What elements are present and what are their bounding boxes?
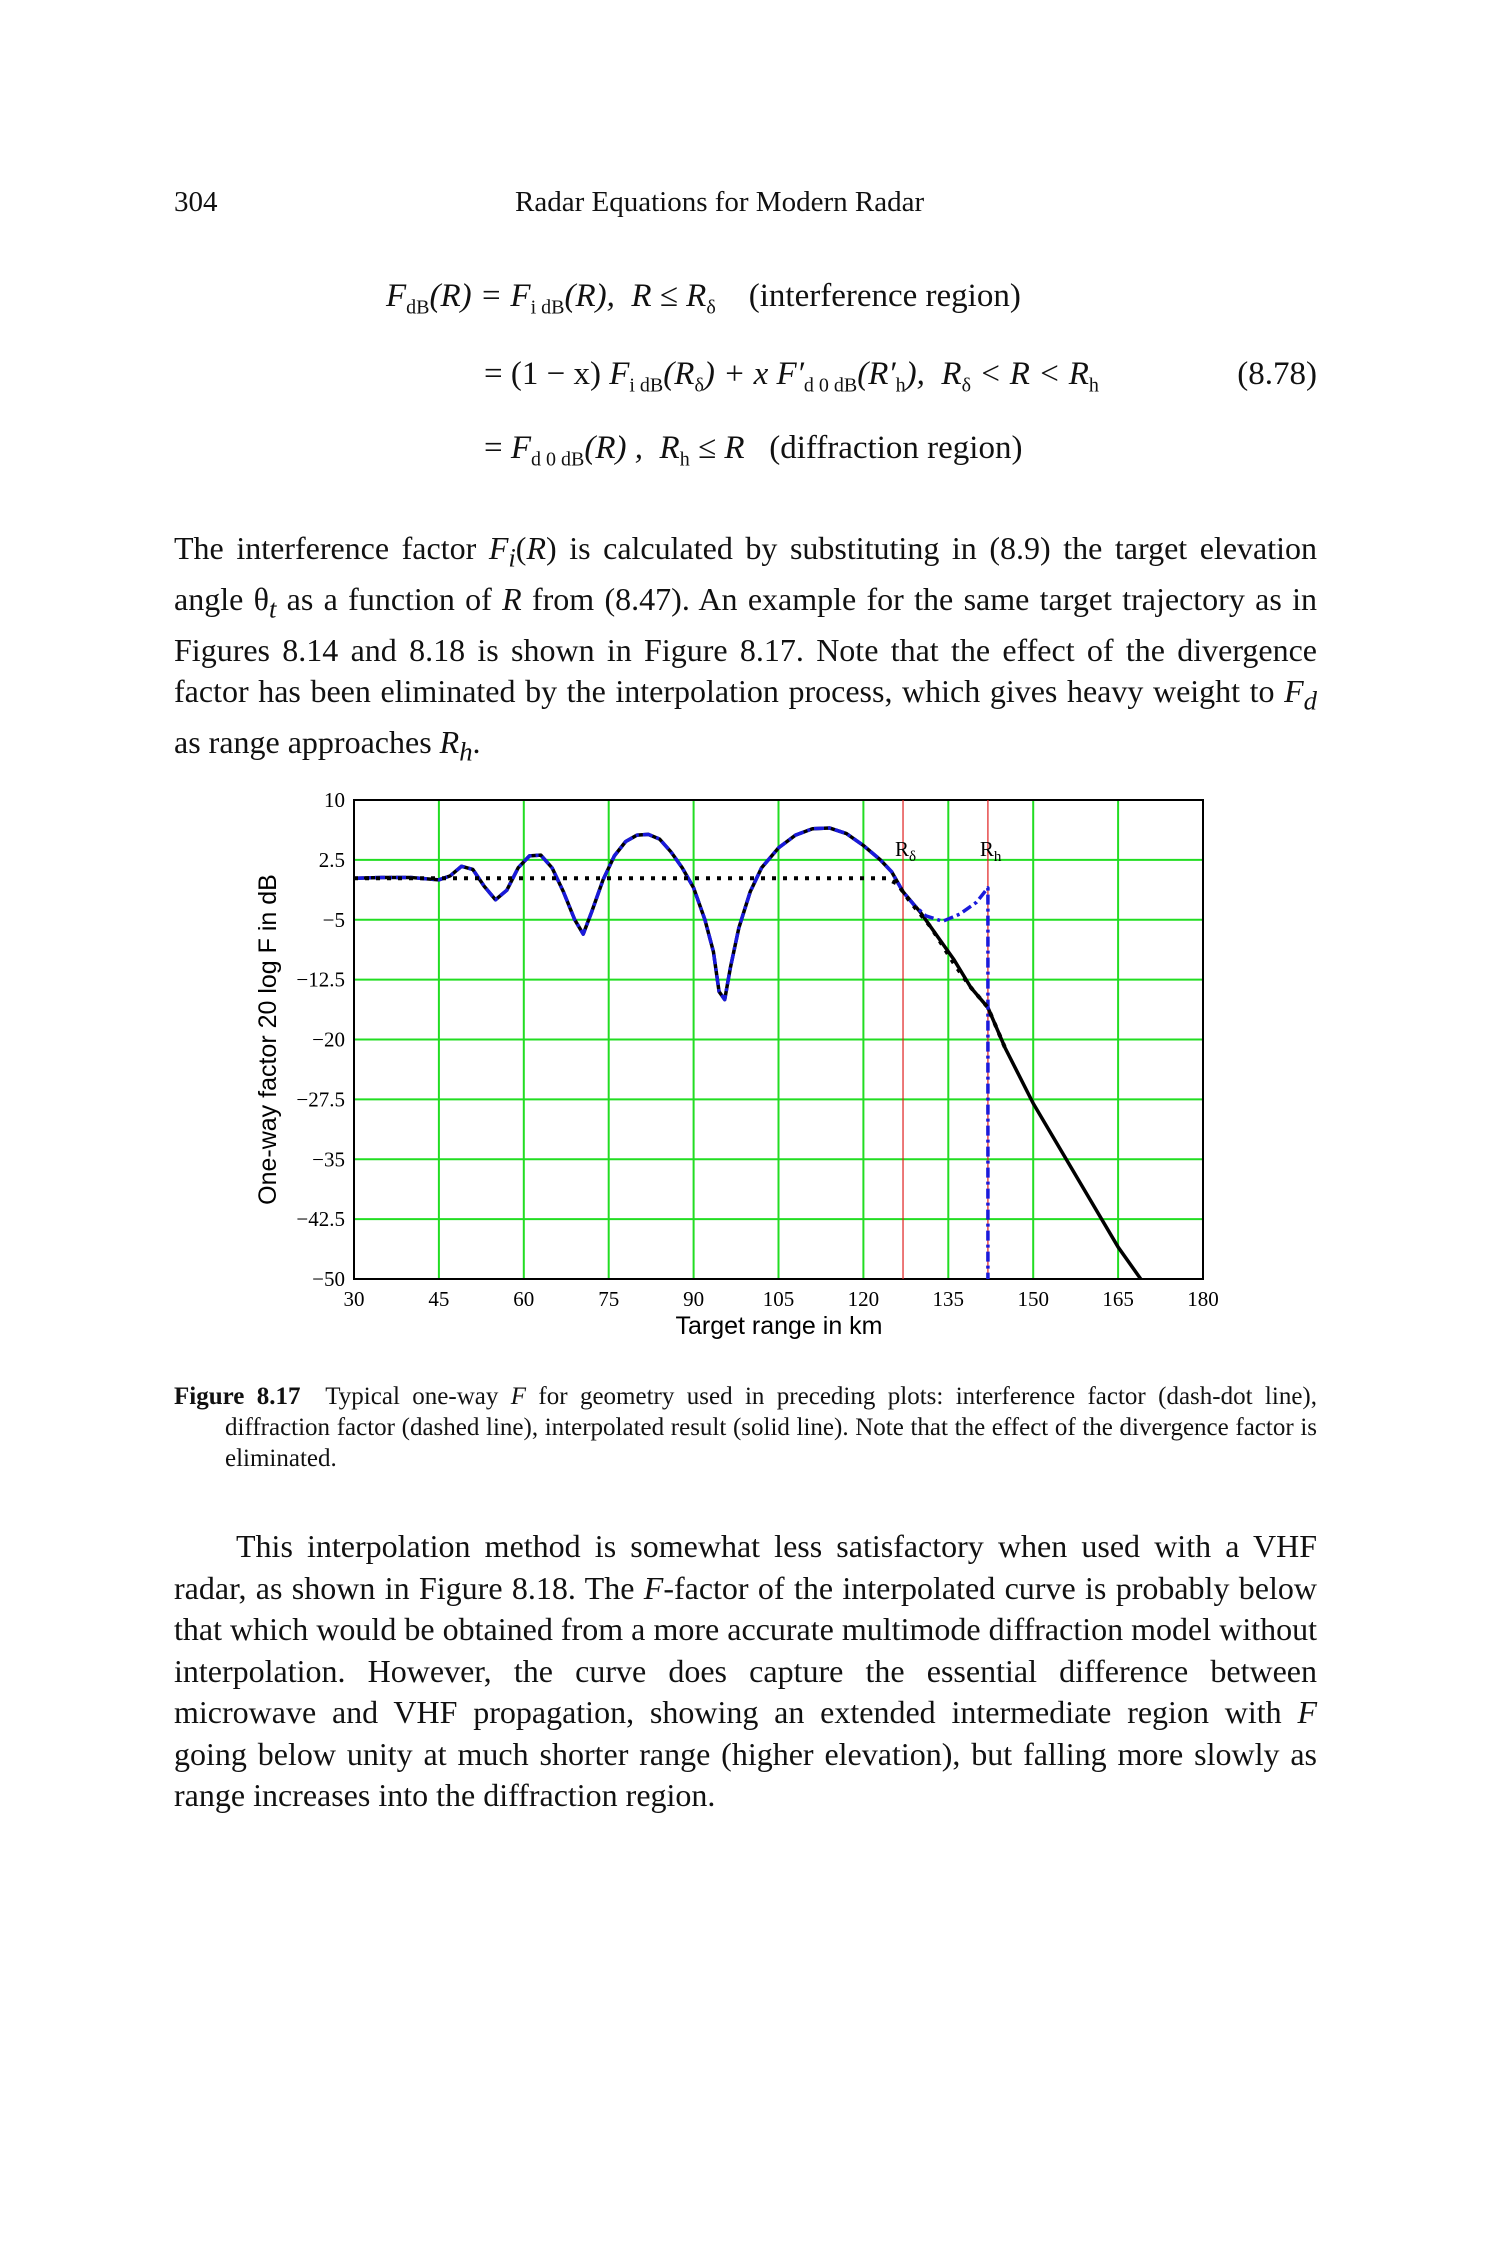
y-tick-label: −20 [312,1028,345,1052]
x-tick-label: 165 [1102,1287,1134,1311]
x-tick-label: 105 [763,1287,795,1311]
y-tick-label: −50 [312,1267,345,1291]
chart-figure-8-17: 30 45 60 75 90 105 120 135 150 165 180 10 2.5 −5 −12.5… [254,788,1219,1340]
y-tick-label: −5 [323,908,345,932]
y-tick-label: −27.5 [296,1087,345,1111]
equation-number: (8.78) [1237,356,1317,392]
y-tick-label: 10 [324,788,345,812]
y-axis-label: One-way factor 20 log F in dB [254,874,282,1205]
paragraph-2: This interpolation method is somewhat le… [174,1528,1318,1813]
page-number: 304 [174,186,218,218]
y-tick-label: −42.5 [296,1207,345,1231]
paragraph-1: The interference factor Fi(R) is calcula… [174,530,1318,767]
x-tick-label: 75 [598,1287,619,1311]
equation-line-3: = Fd 0 dB(R) , Rh ≤ R (diffraction regio… [484,430,1023,471]
series-interference-factor [353,826,990,1279]
x-tick-label: 150 [1017,1287,1049,1311]
plot-frame [353,799,1204,1280]
x-tick-label: 30 [344,1287,365,1311]
y-tick-label: −12.5 [296,968,345,992]
x-tick-label: 135 [933,1287,965,1311]
running-title: Radar Equations for Modern Radar [515,186,925,218]
series-diffraction-factor [354,876,1007,1049]
figure-caption: Figure 8.17 Typical one-way F for geomet… [174,1383,1317,1472]
x-tick-label: 180 [1187,1287,1219,1311]
x-tick-label: 90 [683,1287,704,1311]
x-tick-label: 120 [848,1287,880,1311]
equation-line-2: = (1 − x) Fi dB(Rδ) + x F′d 0 dB(R′h), R… [484,356,1099,397]
y-tick-label: −35 [312,1147,345,1171]
x-axis-label: Target range in km [675,1312,882,1340]
x-tick-label: 45 [428,1287,449,1311]
marker-label: Rδ [895,837,916,865]
equation-line-1: FdB(R) = Fi dB(R), R ≤ Rδ (interference … [386,278,1021,319]
x-tick-label: 60 [513,1287,534,1311]
marker-label: Rh [980,837,1002,865]
y-tick-label: 2.5 [319,848,345,872]
